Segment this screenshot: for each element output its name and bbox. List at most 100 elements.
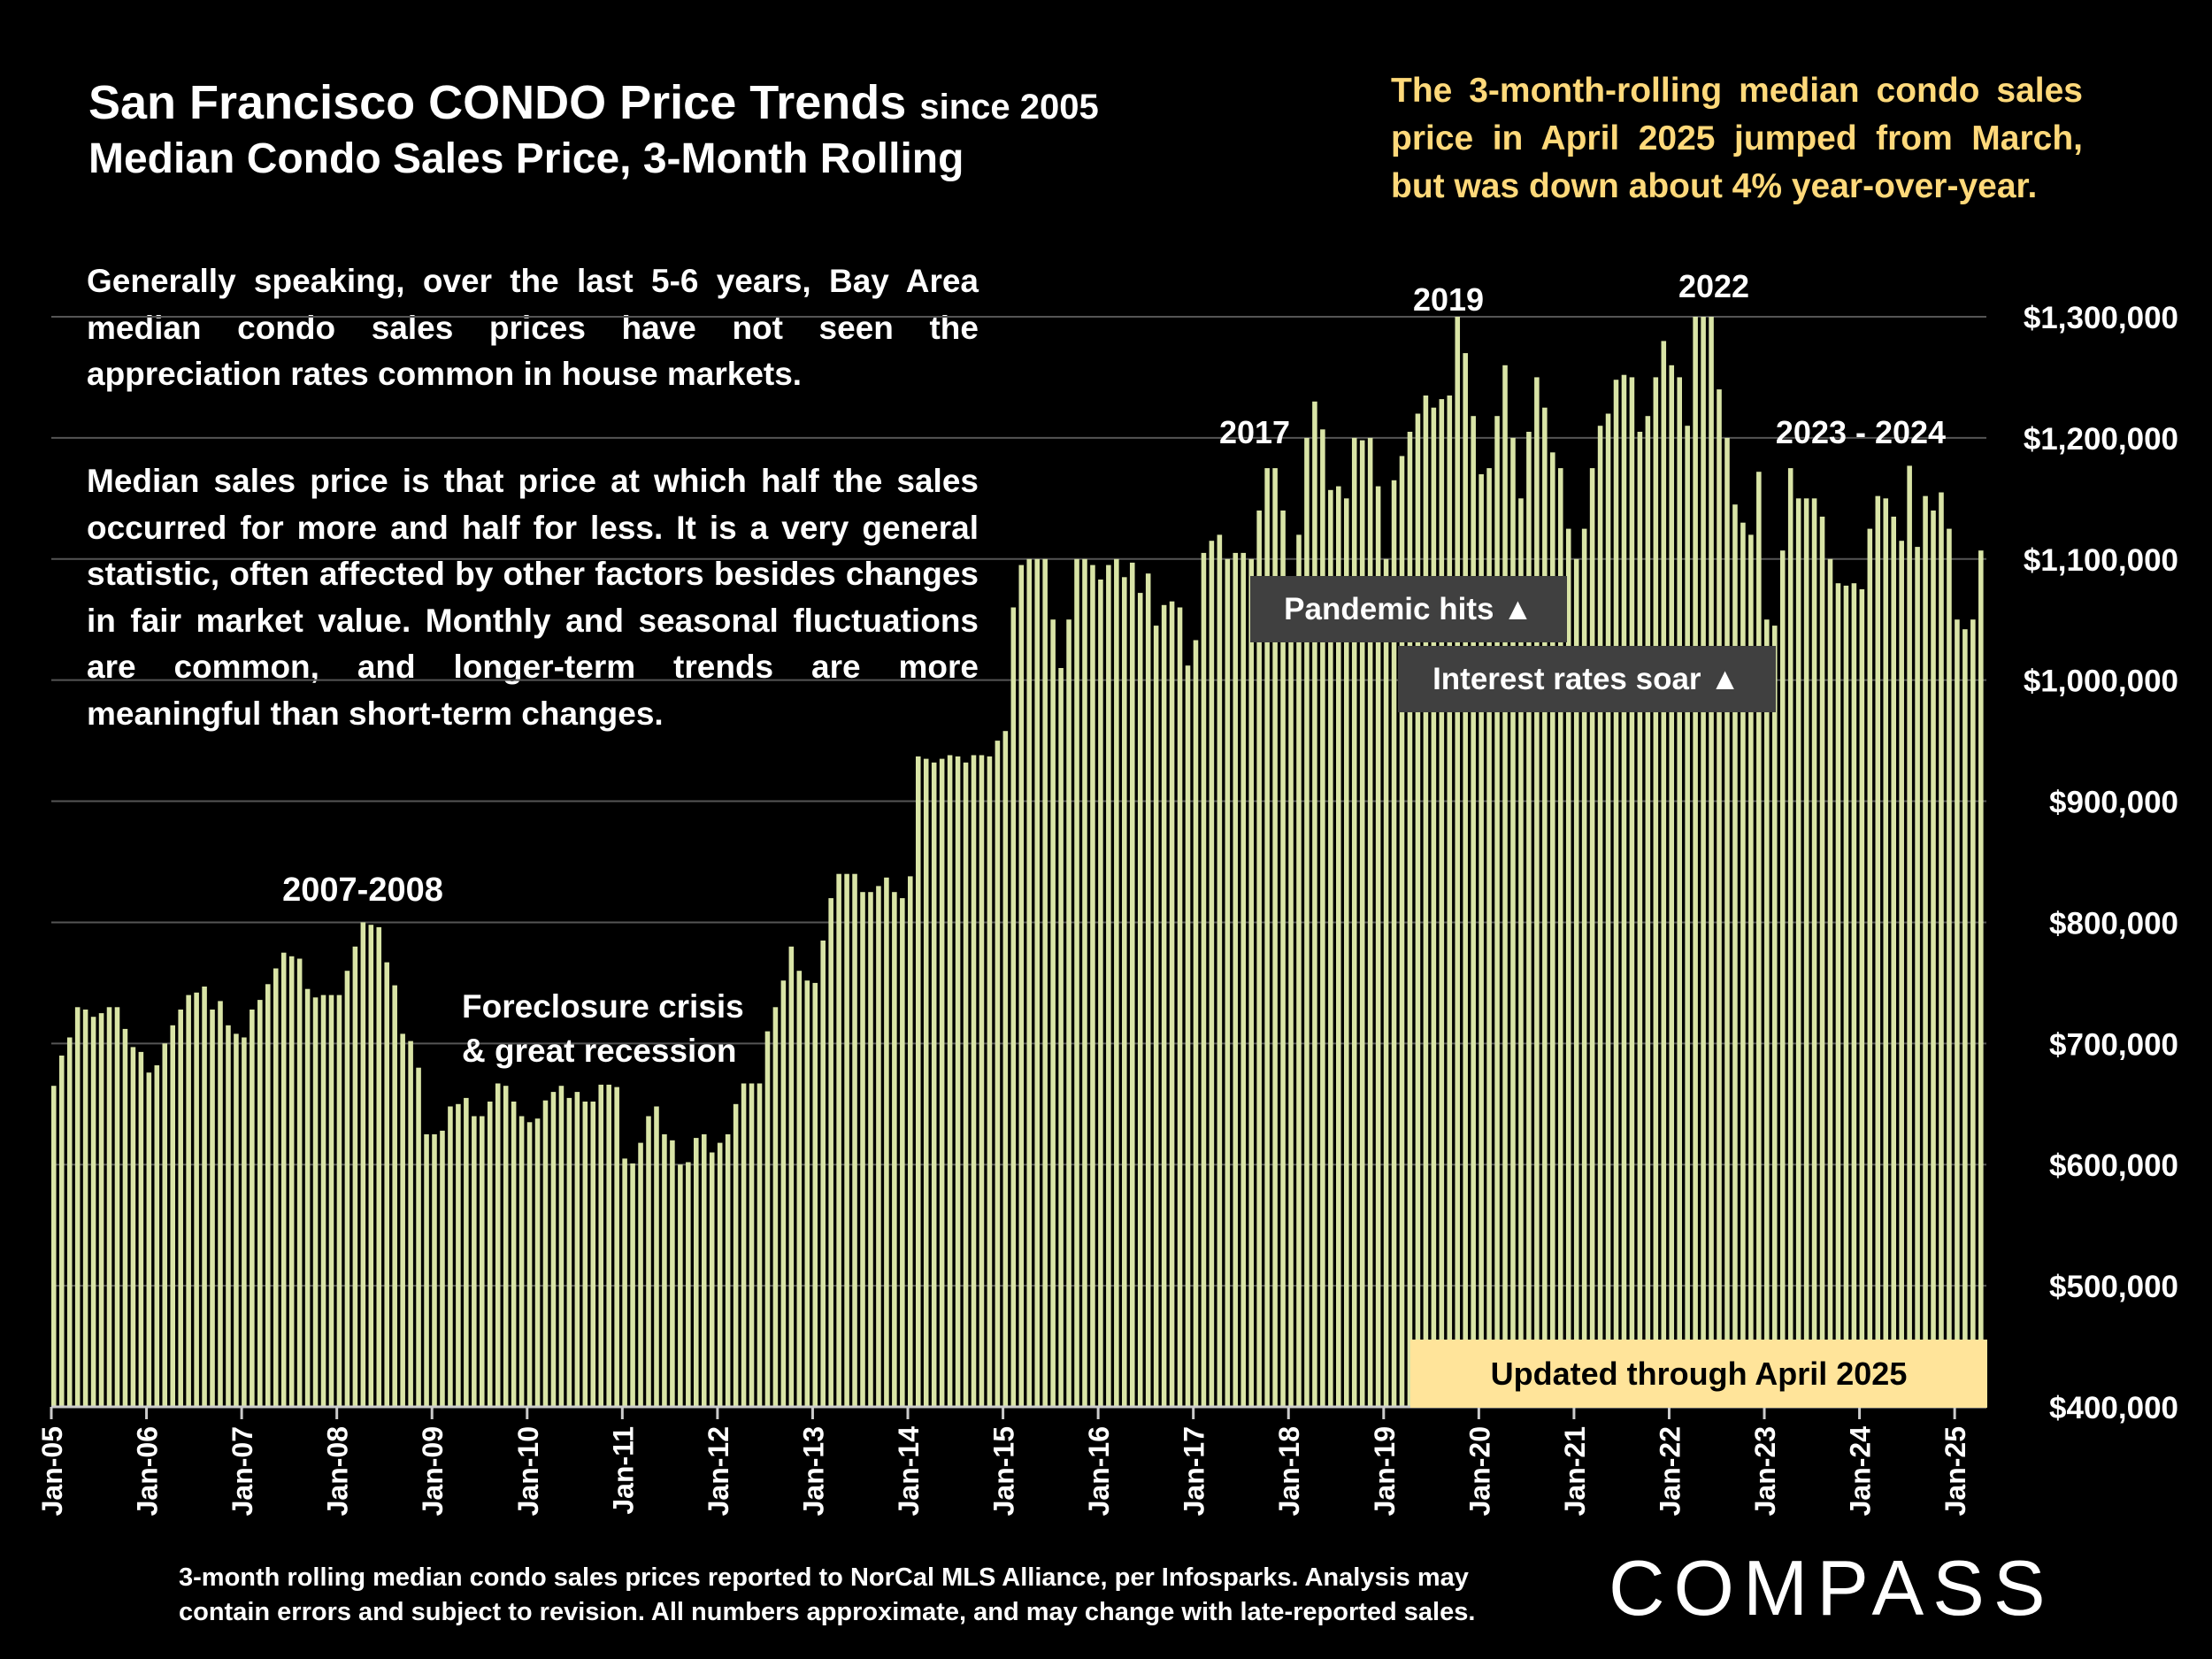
bar (590, 1102, 596, 1407)
bar (939, 758, 945, 1407)
bar (670, 1140, 675, 1407)
bar (1843, 585, 1849, 1407)
bar (1915, 547, 1920, 1407)
bar (614, 1087, 619, 1407)
title-main: San Francisco CONDO Price Trends (88, 76, 907, 129)
bar (1486, 468, 1492, 1407)
bar (892, 892, 897, 1407)
bar (995, 741, 1001, 1407)
bar (876, 886, 881, 1407)
bar (1058, 668, 1064, 1407)
bar (900, 898, 905, 1407)
bar (1835, 583, 1841, 1407)
bar (1947, 528, 1952, 1407)
bar (971, 755, 977, 1407)
y-axis-labels: $400,000 $500,000 $600,000 $700,000 $800,000… (2024, 301, 2178, 1425)
bar (574, 1092, 580, 1407)
pandemic-box (1250, 576, 1567, 642)
bar (440, 1130, 445, 1407)
chart-title: San Francisco CONDO Price Trends since 2… (88, 74, 1099, 132)
bar (1090, 565, 1095, 1407)
note-paragraph-1: Generally speaking, over the last 5-6 ye… (87, 263, 979, 393)
bar (384, 962, 390, 1407)
bar (1280, 511, 1286, 1407)
bar (1740, 522, 1746, 1407)
bar (51, 1086, 57, 1407)
bar (1153, 626, 1159, 1407)
bar (534, 1118, 541, 1407)
bar (226, 1025, 231, 1407)
bar (106, 1007, 112, 1407)
bar (725, 1134, 731, 1407)
bar (979, 755, 985, 1407)
x-tick-label: Jan-21 (1559, 1426, 1591, 1516)
bar (836, 873, 841, 1407)
bar (1756, 472, 1762, 1408)
bar (456, 1103, 461, 1407)
bar (749, 1083, 755, 1407)
rates-box (1398, 646, 1776, 712)
bar (170, 1025, 176, 1407)
x-tick-label: Jan-16 (1083, 1426, 1115, 1516)
bar (662, 1134, 667, 1407)
bar (1891, 516, 1896, 1407)
x-tick-label: Jan-20 (1463, 1426, 1495, 1516)
annotation-2017: 2017 (1219, 414, 1290, 450)
bar (210, 1010, 215, 1407)
compass-logo: COMPASS (1609, 1544, 2055, 1632)
bar (1526, 432, 1532, 1407)
x-tick-label: Jan-12 (703, 1426, 734, 1516)
y-tick-label: $1,000,000 (2024, 664, 2178, 699)
x-tick-label: Jan-15 (988, 1426, 1020, 1516)
bar (1050, 619, 1056, 1407)
bar (788, 946, 795, 1407)
bar (368, 925, 374, 1407)
bar (518, 1116, 525, 1407)
bar (1883, 498, 1889, 1407)
annotation-2022: 2022 (1678, 268, 1749, 304)
bar (1565, 528, 1571, 1407)
x-tick-label: Jan-10 (512, 1426, 544, 1516)
bar (1248, 558, 1254, 1407)
annotations: 2007-2008 Foreclosure crisis & great rec… (282, 268, 1987, 1408)
footnote: 3-month rolling median condo sales price… (179, 1563, 1476, 1627)
x-tick-label: Jan-24 (1845, 1426, 1877, 1517)
bar (464, 1097, 469, 1407)
bar (582, 1102, 588, 1407)
bar (1114, 558, 1119, 1407)
bar (1479, 474, 1484, 1407)
bar (288, 956, 295, 1407)
bar (1359, 440, 1365, 1408)
bar (1145, 573, 1151, 1407)
x-tick-label: Jan-25 (1939, 1426, 1971, 1516)
bar (915, 756, 921, 1407)
y-tick-label: $500,000 (2049, 1270, 2178, 1304)
bar (542, 1100, 549, 1407)
bar (448, 1106, 453, 1407)
bar (503, 1086, 509, 1407)
bar (1779, 550, 1786, 1407)
bar (480, 1116, 485, 1407)
bar (1423, 396, 1429, 1407)
bar (336, 995, 342, 1407)
bar (1439, 399, 1445, 1408)
bar (828, 898, 833, 1407)
bar (360, 922, 366, 1407)
bar (860, 892, 865, 1407)
x-tick-label: Jan-14 (893, 1426, 925, 1517)
bar (947, 755, 953, 1407)
bar (218, 1001, 223, 1407)
bar (931, 762, 937, 1407)
bar (1518, 498, 1524, 1407)
bar (1193, 640, 1199, 1407)
annotation-interest-rates: Interest rates soar ▲ (1432, 662, 1740, 696)
bar (146, 1072, 152, 1407)
bar (265, 984, 271, 1407)
x-tick-label: Jan-17 (1179, 1426, 1210, 1516)
bar (1272, 468, 1278, 1407)
bar (1463, 353, 1468, 1408)
bar (622, 1158, 627, 1407)
x-tick-label: Jan-05 (36, 1426, 68, 1516)
bar (392, 985, 397, 1407)
